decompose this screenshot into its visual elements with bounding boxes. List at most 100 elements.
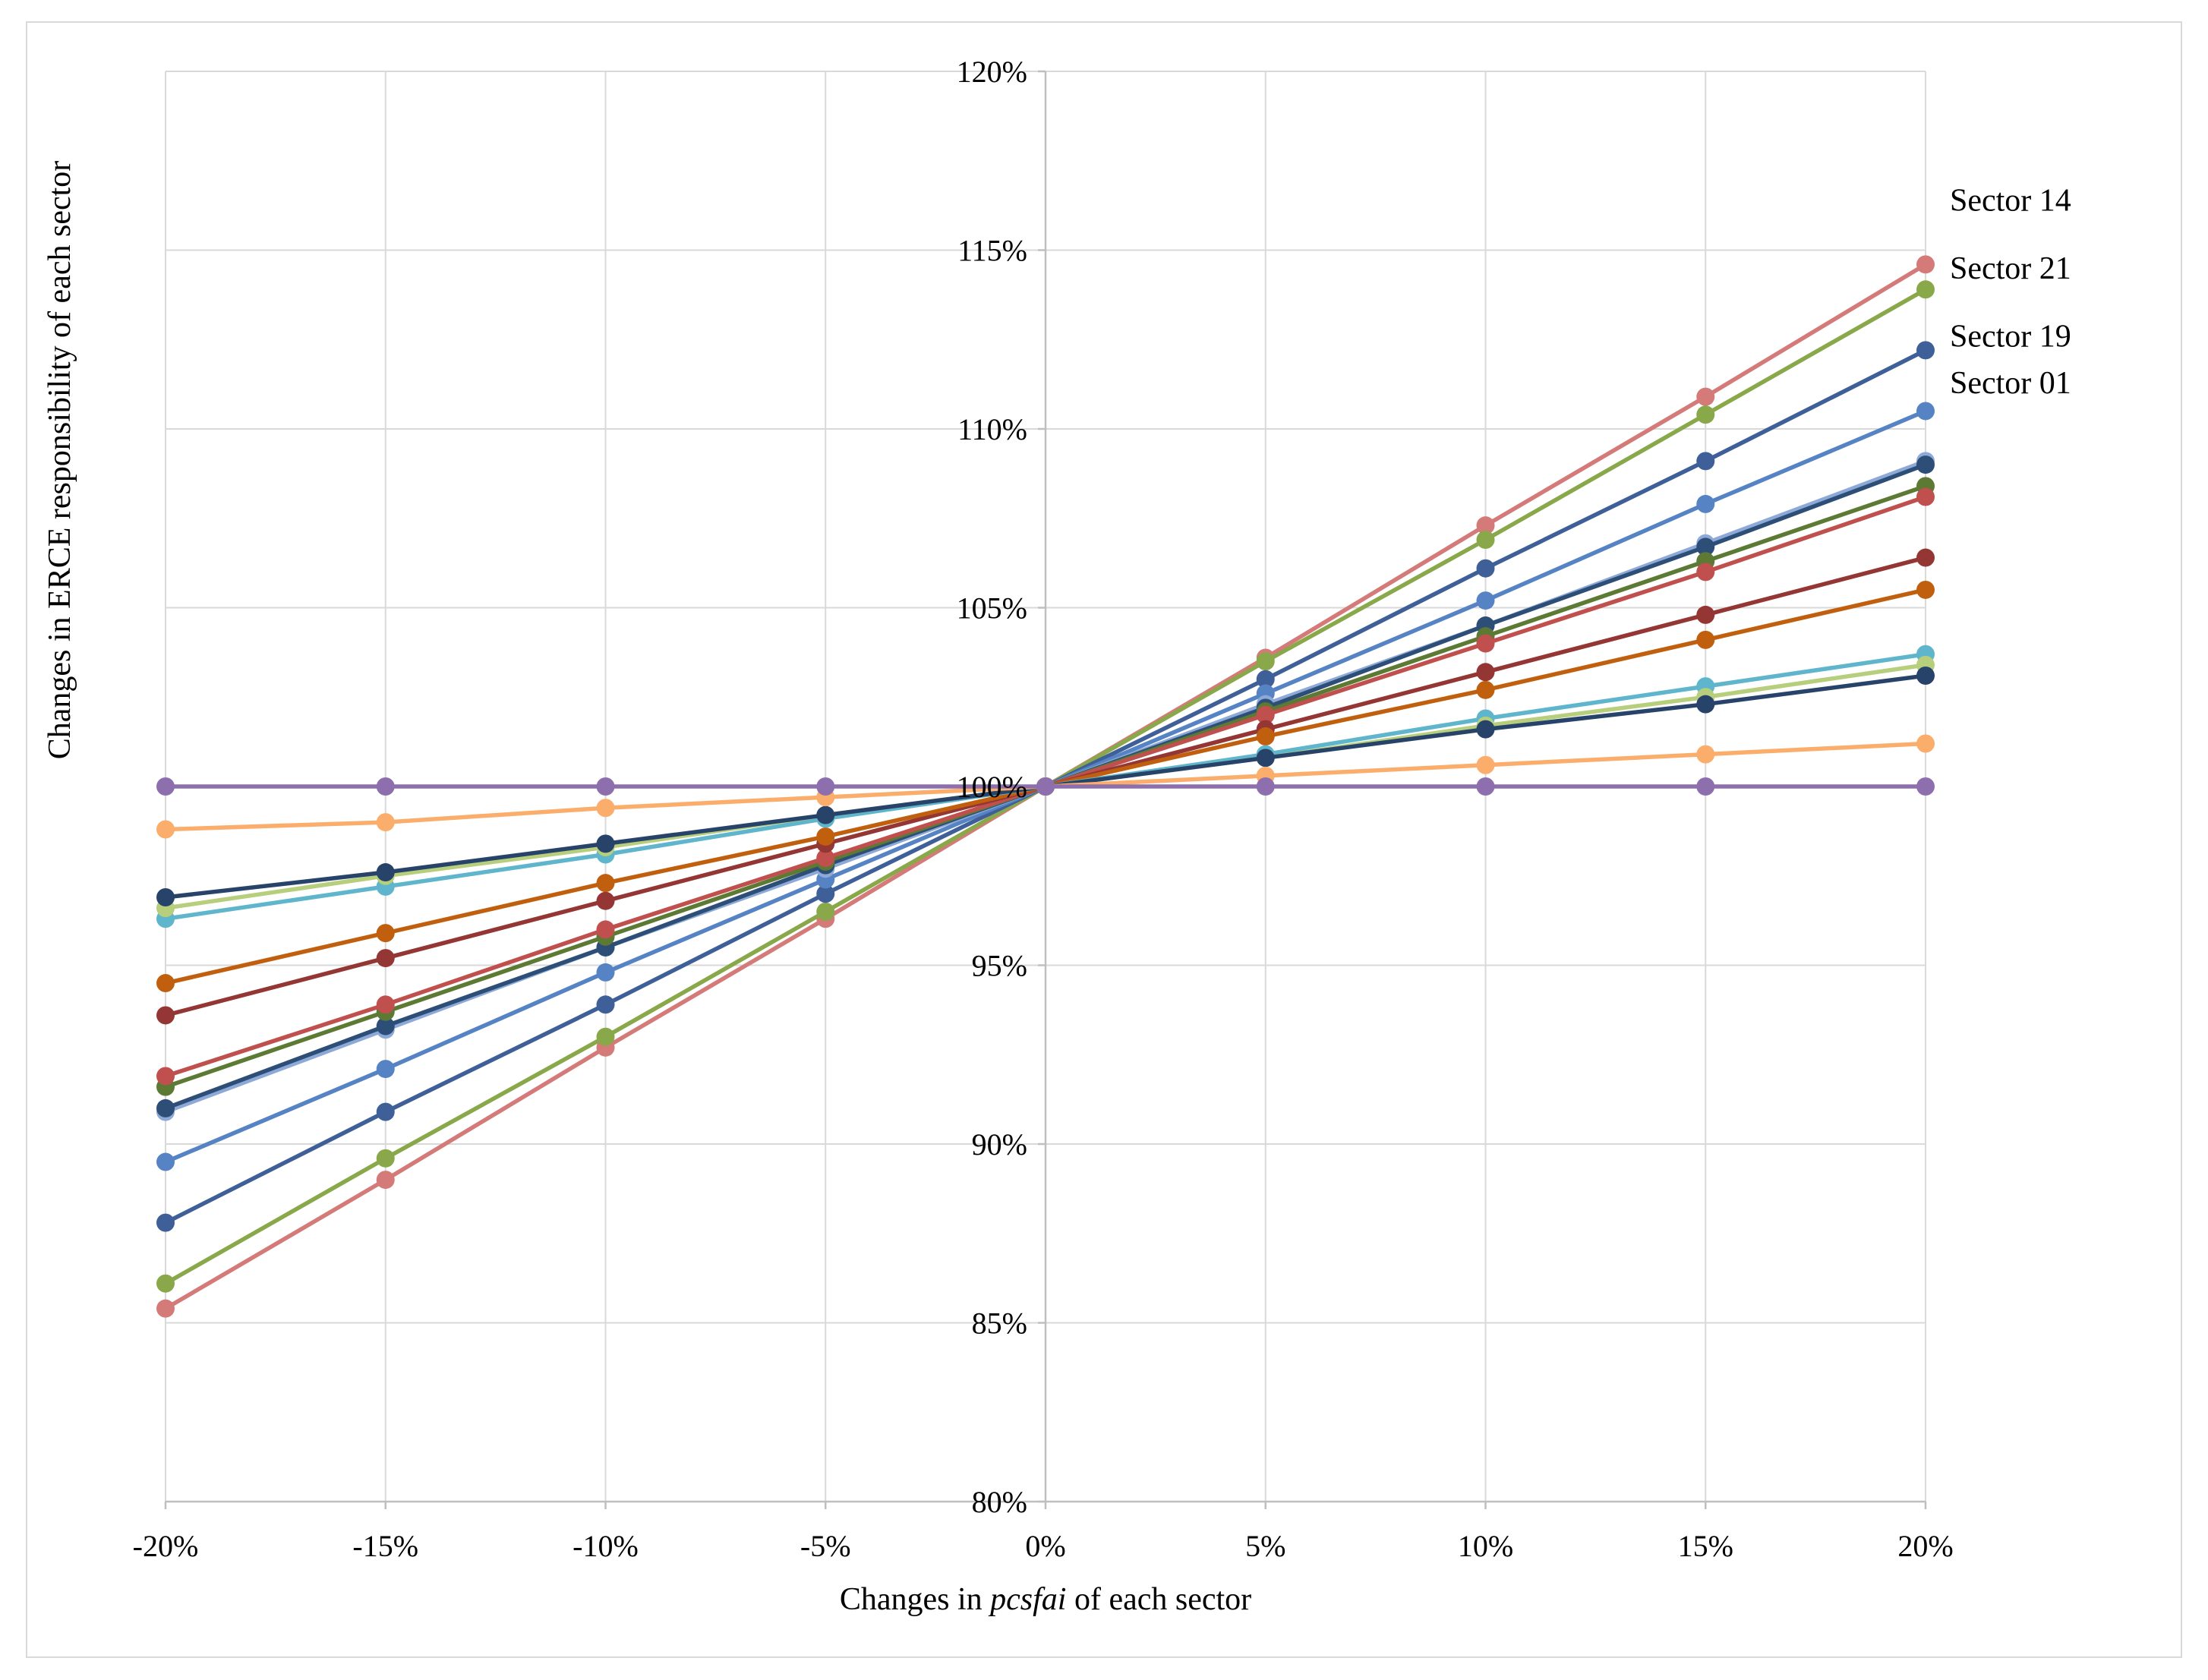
data-point: [1696, 745, 1715, 764]
line-chart: 80% 85% 90% 95% 100% 105% 110% 115% 120% -20% -15%…: [43, 55, 2071, 1617]
x-tick-label: -10%: [573, 1529, 639, 1563]
data-point: [1916, 734, 1935, 753]
x-tick-label: 5%: [1245, 1529, 1285, 1563]
data-point: [596, 874, 615, 893]
data-point: [376, 1102, 395, 1121]
data-point: [816, 884, 835, 903]
data-point: [376, 1149, 395, 1168]
data-point: [1256, 652, 1275, 671]
y-tick-label: 80%: [972, 1485, 1027, 1519]
x-axis-title-text: Changes in: [840, 1582, 990, 1617]
data-point: [596, 995, 615, 1014]
y-tick-label: 120%: [957, 55, 1027, 89]
data-point: [1696, 605, 1715, 624]
data-point: [596, 1027, 615, 1046]
data-point: [376, 813, 395, 832]
x-tick-label: -15%: [352, 1529, 418, 1563]
data-point: [1256, 705, 1275, 724]
data-point: [1916, 666, 1935, 685]
data-point: [156, 777, 175, 796]
annotation-sector-01: Sector 01: [1950, 366, 2071, 401]
data-point: [1476, 720, 1495, 739]
data-point: [816, 902, 835, 921]
data-point: [156, 1152, 175, 1171]
data-point: [1256, 670, 1275, 689]
annotation-sector-21: Sector 21: [1950, 251, 2071, 286]
annotation-sector-14: Sector 14: [1950, 184, 2071, 219]
x-tick-label: -20%: [133, 1529, 199, 1563]
series-annotations: Sector 14 Sector 21 Sector 19 Sector 01: [1950, 184, 2071, 401]
data-point: [1916, 777, 1935, 796]
data-point: [156, 1299, 175, 1318]
data-point: [376, 1171, 395, 1190]
data-point: [156, 1213, 175, 1232]
data-point: [156, 974, 175, 993]
data-point: [1476, 559, 1495, 578]
chart-frame: 80% 85% 90% 95% 100% 105% 110% 115% 120% -20% -15%…: [26, 21, 2182, 1658]
data-point: [1476, 516, 1495, 535]
data-point: [1696, 630, 1715, 649]
data-point: [376, 949, 395, 968]
data-point: [1256, 777, 1275, 796]
series-series-k: [156, 777, 1935, 796]
data-point: [376, 1017, 395, 1035]
y-tick-label: 100%: [957, 770, 1027, 804]
data-point: [1476, 663, 1495, 682]
data-point: [596, 891, 615, 910]
data-point: [1476, 531, 1495, 550]
data-point: [156, 1274, 175, 1293]
data-point: [1916, 341, 1935, 360]
data-point: [596, 963, 615, 982]
x-axis-title-text: of each sector: [1066, 1582, 1251, 1617]
x-tick-label: 20%: [1897, 1529, 1953, 1563]
y-tick-label: 90%: [972, 1127, 1027, 1162]
data-point: [1476, 591, 1495, 610]
data-point: [1696, 405, 1715, 424]
x-axis-title-italic: pcsfai: [988, 1582, 1066, 1617]
x-tick-label: -5%: [800, 1529, 851, 1563]
data-point: [816, 827, 835, 846]
data-point: [596, 777, 615, 796]
y-tick-label: 95%: [972, 949, 1027, 983]
annotation-sector-19: Sector 19: [1950, 320, 2071, 355]
data-point: [1036, 777, 1055, 796]
data-point: [1916, 487, 1935, 506]
data-point: [1696, 452, 1715, 471]
data-point: [1696, 494, 1715, 513]
data-point: [816, 849, 835, 868]
data-point: [1696, 537, 1715, 556]
data-point: [1696, 563, 1715, 582]
data-point: [1916, 280, 1935, 299]
data-point: [1916, 548, 1935, 567]
data-point: [1256, 727, 1275, 746]
y-tick-label: 110%: [957, 412, 1027, 446]
x-tick-label: 0%: [1025, 1529, 1065, 1563]
data-point: [376, 863, 395, 882]
data-point: [816, 777, 835, 796]
series-lines: [156, 255, 1935, 1318]
y-tick-label: 115%: [957, 234, 1027, 268]
y-axis-title: Changes in ERCE responsibility of each s…: [43, 161, 77, 760]
y-tick-label: 105%: [957, 591, 1027, 626]
data-point: [1476, 755, 1495, 774]
data-point: [596, 799, 615, 818]
x-axis-title: Changes in pcsfai of each sector: [840, 1582, 1251, 1617]
x-tick-label: 15%: [1678, 1529, 1733, 1563]
data-point: [156, 1067, 175, 1086]
data-point: [1696, 695, 1715, 714]
data-point: [1476, 777, 1495, 796]
data-point: [1476, 634, 1495, 653]
data-point: [1916, 402, 1935, 421]
data-point: [1916, 580, 1935, 599]
data-point: [376, 924, 395, 943]
data-point: [1696, 387, 1715, 406]
data-point: [596, 920, 615, 939]
data-point: [1256, 749, 1275, 768]
data-point: [596, 834, 615, 853]
data-point: [1696, 777, 1715, 796]
data-point: [156, 888, 175, 907]
data-point: [376, 995, 395, 1014]
data-point: [1916, 455, 1935, 474]
data-point: [1476, 680, 1495, 699]
data-point: [156, 1006, 175, 1025]
